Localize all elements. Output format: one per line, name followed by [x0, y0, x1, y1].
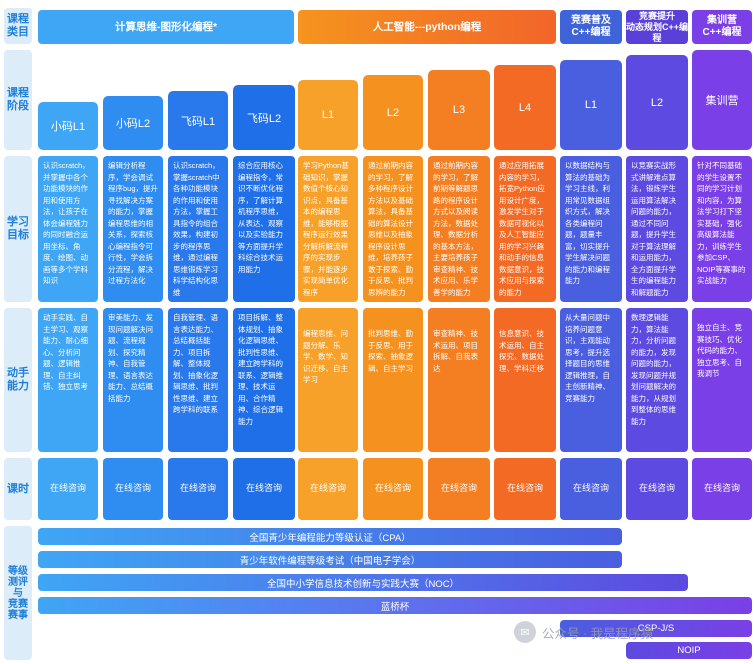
consult-link[interactable]: 在线咨询 — [38, 458, 98, 520]
stage-cpp-l2: L2 — [626, 55, 688, 150]
stage-feima-l2: 飞码L2 — [233, 85, 295, 150]
goal-cell: 通过前期内容的学习，了解多种程序设计方法以及基础算法，具备基础的算法设计思维以及… — [363, 156, 423, 302]
goal-cell: 编辑分析程序，学会调试程序bug，提升寻找解决方案的能力，掌握编程思维的相关系，… — [103, 156, 163, 302]
category-graphical-programming: 计算思维-图形化编程* — [38, 10, 294, 44]
hands-on-cell: 审美能力、发现问题解决问题、流程规划、探究精神、自我管理、语言表达能力、总结概括… — [103, 308, 163, 452]
row-label-category: 课程 类目 — [4, 8, 32, 44]
consult-link[interactable]: 在线咨询 — [233, 458, 295, 520]
cert-cpa: 全国青少年编程能力等级认证（CPA） — [38, 528, 622, 545]
goal-cell: 针对不同基础的学生设置不同的学习计划和内容，为算法学习打下坚实基础，强化高级算法… — [692, 156, 752, 302]
consult-link[interactable]: 在线咨询 — [103, 458, 163, 520]
stage-cpp-l1: L1 — [560, 60, 622, 150]
hands-on-cell: 动手实践、自主学习、观察能力、耐心细心、分析问题、逻辑推理、自主纠错、独立思考 — [38, 308, 98, 452]
cert-csp: CSP-J/S — [560, 620, 752, 637]
row-label-cert: 等级 测评 与 竞赛 赛事 — [4, 526, 32, 660]
cert-noip: NOIP — [626, 642, 752, 659]
hands-on-cell: 编程思维、问题分解、乐学、数学、知识迁移、自主学习 — [298, 308, 358, 452]
hands-on-cell: 批判思维、勤于反思、用于探索、抽象逻辑、自主学习 — [363, 308, 423, 452]
consult-link[interactable]: 在线咨询 — [494, 458, 556, 520]
row-label-stage: 课程 阶段 — [4, 50, 32, 150]
goal-cell: 学习Python基础知识，掌握数值个核心知识点，具备基本的编程思维，能够根据程序… — [298, 156, 358, 302]
watermark-text: 公众号 · 我是程序猿 — [542, 626, 654, 641]
hands-on-cell: 自我管理、语言表达能力、总结概括能力、项目拆解、整体规划、抽象化逻辑思维、批判性… — [168, 308, 228, 452]
goal-cell: 通过前期内容的学习，了解前期等解题思路的程序设计方式以及阅读方法，数据处理、数据… — [428, 156, 490, 302]
hands-on-cell: 独立自主、竞赛技巧、优化代码的能力、独立思考、自我调节 — [692, 308, 752, 452]
stage-xiaoma-l2: 小码L2 — [103, 96, 163, 150]
consult-link[interactable]: 在线咨询 — [560, 458, 622, 520]
goal-cell: 认识scratch，掌握scratch中各种功能模块的作用和使用方法，掌握工具指… — [168, 156, 228, 302]
watermark: ✉ 公众号 · 我是程序猿 — [514, 620, 653, 644]
goal-cell: 通过应用拓展内容的学习，拓宽Python应用设计广度，激发学生对于数据可视化以及… — [494, 156, 556, 302]
consult-link[interactable]: 在线咨询 — [692, 458, 752, 520]
row-label-goal: 学习 目标 — [4, 156, 32, 302]
hands-on-cell: 从大量问题中培养问题意识，主观能动思考，提升选择题目的思维逻辑推理，自主创新精神… — [560, 308, 622, 452]
category-bootcamp: 集训营 C++编程 — [692, 10, 752, 44]
consult-link[interactable]: 在线咨询 — [626, 458, 688, 520]
wechat-icon: ✉ — [514, 621, 536, 643]
goal-cell: 综合应用核心编程指令，常识不断优化程序，了解计算机程序思维，从表达、观察以及实验… — [233, 156, 295, 302]
hands-on-cell: 审查精神、技术运用、项目拆解、自我表达 — [428, 308, 490, 452]
consult-link[interactable]: 在线咨询 — [428, 458, 490, 520]
stage-feima-l1: 飞码L1 — [168, 91, 228, 150]
stage-bootcamp: 集训营 — [692, 50, 752, 150]
stage-python-l2: L2 — [363, 75, 423, 150]
cert-lanqiao: 蓝桥杯 — [38, 597, 752, 614]
cert-cie: 青少年软件编程等级考试（中国电子学会） — [38, 551, 622, 568]
goal-cell: 以数据结构与算法的基础为学习主线，利用常见数据组织方式，解决各类编程问题，题量丰… — [560, 156, 622, 302]
consult-link[interactable]: 在线咨询 — [168, 458, 228, 520]
stage-python-l1: L1 — [298, 80, 358, 150]
hands-on-cell: 信息意识、技术运用、自主探究、数据处理、学科迁移 — [494, 308, 556, 452]
row-label-lessons: 课时 — [4, 458, 32, 520]
category-competition-basic: 竞赛普及 C++编程 — [560, 10, 622, 44]
hands-on-cell: 项目拆解、整体规划、抽象化逻辑思维、批判性思维、建立跨学科的联系、逻辑推理、技术… — [233, 308, 295, 452]
goal-cell: 认识scratch，并掌握中各个功能模块的作用和使用方法，让孩子在体会编程魅力的… — [38, 156, 98, 302]
category-competition-advanced: 竞赛提升 动态规划C++编程 — [626, 10, 689, 44]
row-label-hands-on: 动手 能力 — [4, 308, 32, 452]
stage-python-l3: L3 — [428, 70, 490, 150]
cert-noc: 全国中小学信息技术创新与实践大赛（NOC） — [38, 574, 688, 591]
stage-python-l4: L4 — [494, 65, 556, 150]
goal-cell: 以竞赛实战形式讲解难点算法，锻炼学生运用算法解决问题的能力，通过不同问题，提升学… — [626, 156, 688, 302]
consult-link[interactable]: 在线咨询 — [298, 458, 358, 520]
category-python-ai: 人工智能---python编程 — [298, 10, 556, 44]
hands-on-cell: 数理逻辑能力，算法能力，分析问题的能力，发现问题的能力，发现问题并规划问题解决的… — [626, 308, 688, 452]
stage-xiaoma-l1: 小码L1 — [38, 102, 98, 150]
consult-link[interactable]: 在线咨询 — [363, 458, 423, 520]
